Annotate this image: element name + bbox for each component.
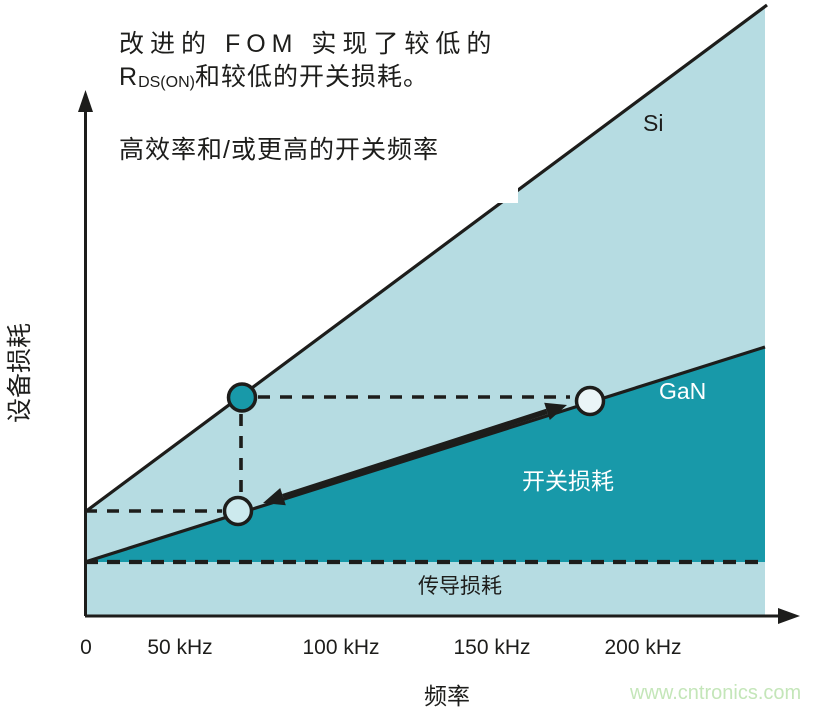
si-label: Si [643, 110, 663, 136]
watermark: www.cntronics.com [629, 682, 801, 704]
x-tick-150khz: 150 kHz [453, 636, 530, 659]
annotation-line-2: RDS(ON)和较低的开关损耗。 [119, 61, 497, 97]
conduction-loss-label: 传导损耗 [418, 575, 502, 598]
annotation-background [90, 0, 518, 203]
x-tick-50khz: 50 kHz [147, 636, 212, 659]
gan-label: GaN [659, 378, 706, 404]
tradeoff-arrow-shaft [282, 408, 548, 500]
switching-loss-label: 开关损耗 [522, 468, 614, 494]
annotation-line-1: 改进的 FOM 实现了较低的 [119, 30, 498, 58]
tradeoff-arrowhead-left [263, 488, 286, 506]
gan-same-frequency-marker [222, 495, 254, 527]
conduction-loss-band [85, 562, 765, 616]
x-axis-arrowhead [778, 608, 800, 624]
annotation-text: 改进的 FOM 实现了较低的 RDS(ON)和较低的开关损耗。 高效率和/或更高… [119, 28, 497, 167]
x-tick-200khz: 200 kHz [604, 636, 681, 659]
gan-line [84, 345, 766, 564]
rdson-symbol: R [119, 63, 139, 91]
y-axis-title: 设备损耗 [6, 323, 34, 423]
rdson-subscript: DS(ON) [138, 74, 195, 91]
annotation-line-2-rest: 和较低的开关损耗。 [194, 63, 429, 91]
x-tick-0: 0 [80, 636, 92, 659]
x-tick-100khz: 100 kHz [302, 636, 379, 659]
y-axis-arrowhead [78, 90, 93, 112]
annotation-line-3: 高效率和/或更高的开关频率 [119, 136, 439, 164]
x-axis-title: 频率 [424, 683, 470, 709]
si-operating-point-marker [226, 382, 258, 413]
tradeoff-arrowhead-right [544, 402, 567, 420]
si-loss-region [85, 7, 765, 562]
gan-same-loss-marker [574, 385, 606, 417]
si-line [84, 3, 768, 514]
